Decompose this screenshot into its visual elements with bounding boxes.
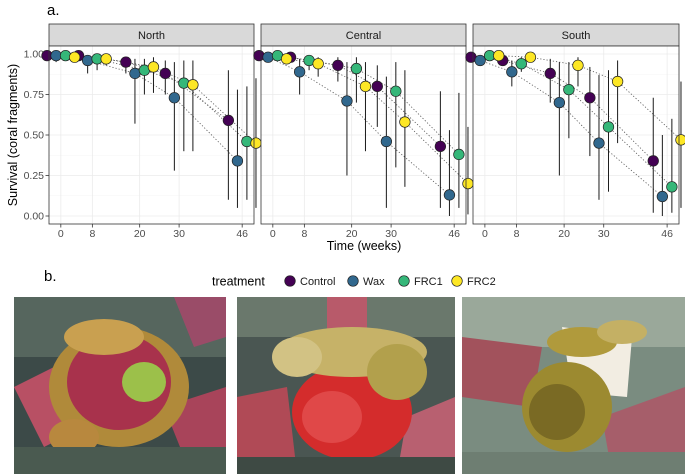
data-point-frc1 — [563, 83, 575, 96]
data-point-wax — [293, 66, 306, 78]
x-tick-label: 30 — [598, 228, 610, 240]
data-point-wax — [50, 49, 62, 62]
data-point-wax — [129, 67, 141, 80]
x-tick-label: 20 — [134, 228, 146, 240]
x-tick-label: 8 — [514, 228, 520, 240]
data-point-frc2 — [280, 53, 293, 65]
data-point-wax — [341, 95, 353, 107]
legend-label-control: Control — [300, 276, 335, 288]
data-point-wax — [231, 155, 244, 167]
panel-label-a: a. — [47, 2, 60, 19]
data-point-frc2 — [100, 53, 112, 65]
data-point-frc2 — [250, 137, 262, 149]
panel-label-b: b. — [44, 268, 57, 285]
x-tick-label: 0 — [58, 228, 64, 240]
data-point-frc1 — [453, 148, 465, 161]
data-point-control — [371, 80, 383, 93]
data-point-wax — [506, 66, 518, 78]
photo-wax-fragment — [462, 297, 685, 474]
legend-label-frc1: FRC1 — [414, 276, 443, 288]
data-point-wax — [262, 51, 274, 63]
x-tick-label: 30 — [385, 228, 397, 240]
x-tick-label: 8 — [301, 228, 307, 240]
trend-line-frc2 — [286, 58, 469, 184]
data-point-frc1 — [666, 181, 678, 193]
data-point-frc2 — [524, 51, 537, 63]
y-tick-label: 0.75 — [24, 89, 45, 101]
x-tick-label: 46 — [236, 228, 248, 240]
data-point-wax — [168, 92, 181, 104]
data-point-frc2 — [68, 51, 81, 63]
data-point-frc2 — [493, 49, 505, 62]
legend-key-wax — [347, 275, 359, 287]
x-axis-title: Time (weeks) — [327, 239, 402, 253]
y-tick-label: 1.00 — [24, 49, 45, 61]
x-tick-label: 46 — [661, 228, 673, 240]
legend-key-frc1 — [398, 275, 410, 287]
data-point-wax — [656, 190, 669, 203]
facet-border — [260, 45, 467, 225]
data-point-control — [120, 56, 132, 68]
photo-frc-fragment — [237, 297, 455, 474]
x-tick-label: 30 — [173, 228, 185, 240]
facet-border — [48, 45, 255, 225]
legend-key-frc2 — [451, 275, 463, 287]
data-point-frc2 — [399, 116, 411, 128]
data-point-wax — [380, 135, 393, 148]
data-point-wax — [593, 137, 605, 149]
x-tick-label: 0 — [482, 228, 488, 240]
x-tick-label: 0 — [270, 228, 276, 240]
data-point-control — [434, 140, 447, 152]
data-point-wax — [443, 189, 456, 201]
data-point-frc2 — [312, 58, 324, 70]
legend-label-frc2: FRC2 — [467, 276, 496, 288]
data-point-control — [222, 114, 235, 127]
data-point-frc2 — [187, 79, 199, 91]
facet-label-north: North — [138, 30, 165, 42]
data-point-wax — [474, 54, 486, 67]
data-point-wax — [81, 54, 94, 67]
data-point-frc1 — [390, 85, 402, 97]
legend-title: treatment — [212, 275, 265, 289]
data-point-frc2 — [611, 75, 624, 88]
x-tick-label: 8 — [89, 228, 95, 240]
facet-label-central: Central — [346, 30, 381, 42]
photo-control-fragment — [14, 297, 226, 474]
y-tick-label: 0.25 — [24, 170, 45, 182]
data-point-wax — [553, 96, 566, 109]
data-point-frc2 — [462, 177, 474, 190]
data-point-frc1 — [602, 121, 615, 133]
legend-label-wax: Wax — [363, 276, 385, 288]
data-point-control — [159, 67, 171, 80]
data-point-frc2 — [572, 59, 584, 71]
data-point-frc2 — [675, 134, 685, 146]
y-tick-label: 0.50 — [24, 130, 45, 142]
x-tick-label: 46 — [448, 228, 460, 240]
legend-key-control — [284, 275, 296, 287]
data-point-control — [647, 155, 659, 167]
y-tick-label: 0.00 — [24, 211, 45, 223]
data-point-control — [332, 59, 344, 71]
facet-label-south: South — [562, 30, 591, 42]
data-point-control — [584, 92, 596, 104]
data-point-frc2 — [359, 80, 372, 93]
y-axis-title: Survival (coral fragments) — [6, 64, 20, 206]
x-tick-label: 20 — [558, 228, 570, 240]
x-tick-label: 20 — [346, 228, 358, 240]
trend-line-frc2 — [74, 56, 257, 144]
trend-line-frc2 — [498, 55, 682, 141]
data-point-frc1 — [515, 58, 527, 70]
data-point-control — [544, 67, 556, 80]
data-point-frc2 — [147, 61, 160, 73]
data-point-frc1 — [350, 62, 363, 75]
facet-border — [472, 45, 680, 225]
